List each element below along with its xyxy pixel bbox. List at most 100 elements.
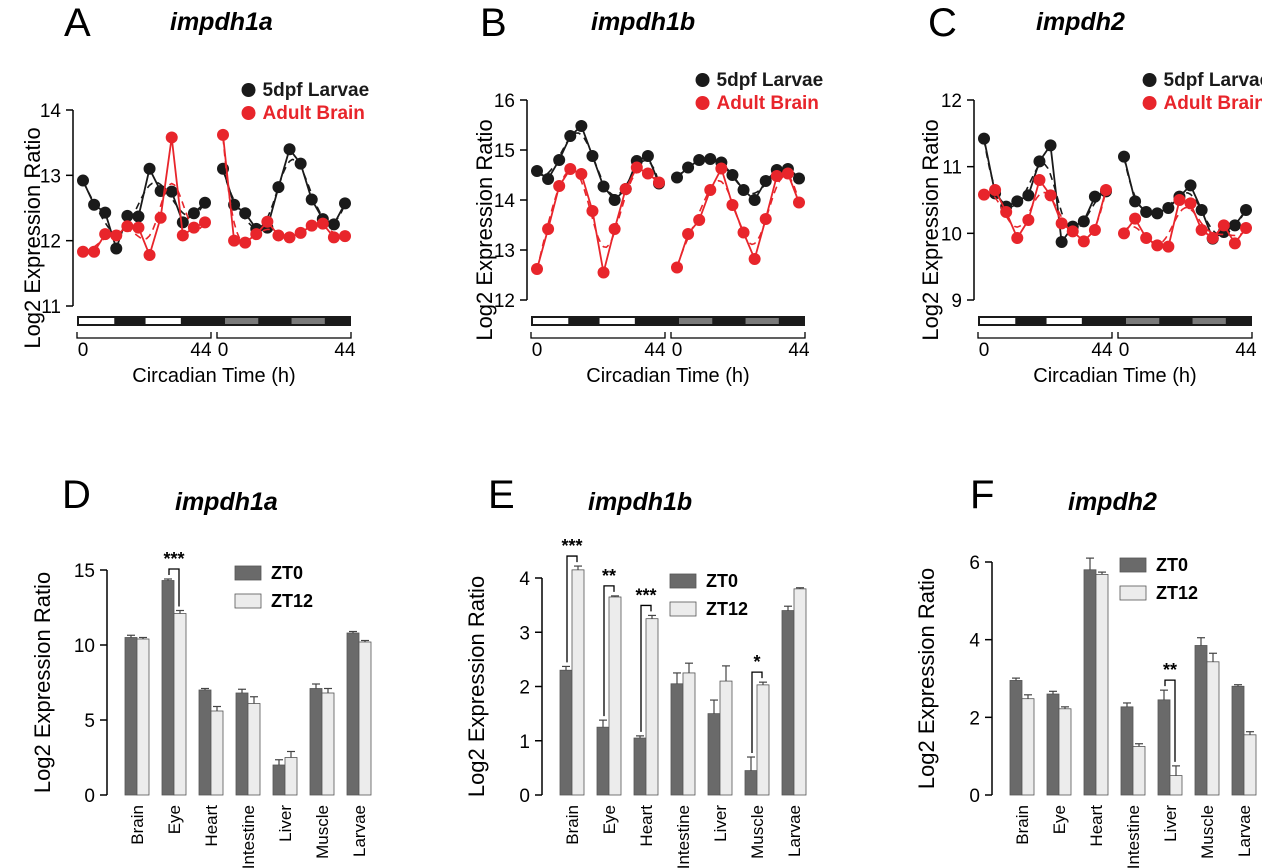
data-point: [1011, 195, 1024, 208]
data-point: [272, 229, 285, 242]
data-point: [199, 196, 211, 209]
category-label: Brain: [128, 805, 147, 845]
data-point: [759, 175, 772, 187]
significance-bracket: [1164, 679, 1176, 762]
x-bracket: [670, 332, 806, 339]
legend-swatch-zt0: [234, 565, 262, 581]
x-axis-label: Circadian Time (h): [1033, 365, 1196, 387]
bar: [124, 637, 138, 796]
bar: [596, 726, 610, 796]
data-point: [228, 234, 241, 247]
data-point: [726, 199, 739, 211]
x-tick-label: 44: [644, 340, 666, 361]
light-phase-block: [1046, 318, 1082, 324]
significance-bracket: [640, 604, 652, 732]
data-point: [737, 184, 750, 196]
panel-letter-d: D: [62, 473, 91, 517]
data-point: [1140, 232, 1153, 244]
data-point: [1140, 206, 1153, 218]
x-bracket: [76, 332, 212, 339]
data-point: [77, 174, 89, 187]
data-point: [671, 261, 683, 274]
bar: [247, 703, 261, 796]
data-point: [564, 163, 577, 175]
category-label: Liver: [276, 805, 295, 842]
y-tick-label: 2: [969, 708, 980, 729]
x-tick-label: 0: [979, 340, 990, 361]
legend-label-zt0: ZT0: [271, 563, 303, 583]
data-point: [187, 207, 200, 220]
legend-label-adult: Adult Brain: [1164, 93, 1262, 114]
legend-marker-larvae: [1142, 73, 1157, 87]
y-tick-label: 2: [519, 678, 530, 699]
data-point: [737, 226, 750, 239]
data-point: [1217, 219, 1230, 232]
data-point: [619, 183, 632, 195]
x-tick-label: 0: [1119, 340, 1130, 361]
data-point: [575, 168, 588, 180]
data-point: [781, 167, 794, 180]
data-point: [1184, 179, 1197, 192]
data-point: [586, 150, 599, 162]
y-axis-label: Log2 Expression Ratio: [472, 119, 497, 340]
data-point: [165, 131, 178, 144]
y-tick-label: 10: [74, 636, 95, 657]
data-point: [1033, 155, 1046, 168]
subjective-day-block: [1192, 318, 1226, 324]
data-point: [1118, 227, 1130, 240]
bar-chart-e: 0 1 2 3 4 Log2 Expression Ratio Brain *** Eye ** H…: [464, 536, 807, 868]
category-label: Heart: [1087, 805, 1106, 847]
y-tick-label: 13: [40, 166, 61, 187]
data-point: [653, 176, 665, 189]
data-point: [339, 230, 351, 243]
data-point: [704, 153, 717, 165]
data-point: [1077, 235, 1090, 248]
data-point: [1228, 237, 1241, 250]
y-tick-label: 14: [494, 191, 516, 212]
x-tick-label: 44: [1235, 340, 1257, 361]
data-point: [715, 162, 728, 175]
data-point: [88, 245, 101, 258]
legend-label-larvae: 5dpf Larvae: [717, 70, 824, 91]
bar: [1132, 746, 1146, 796]
legend-marker-adult: [1142, 96, 1157, 110]
bar: [1046, 693, 1060, 796]
bar: [682, 672, 696, 796]
bar: [309, 688, 323, 796]
y-tick-label: 14: [40, 101, 62, 122]
series-line: [983, 138, 1107, 245]
category-label: Brain: [1013, 805, 1032, 845]
x-tick-label: 0: [672, 340, 683, 361]
panel-title-b: impdh1b: [591, 8, 695, 36]
y-tick-label: 3: [519, 623, 530, 644]
data-point: [305, 219, 318, 232]
panel-letter-a: A: [64, 1, 91, 45]
light-dark-bar: [77, 316, 351, 326]
data-point: [1077, 215, 1090, 228]
data-point: [121, 220, 134, 233]
data-point: [531, 263, 543, 275]
category-label: Larvae: [350, 805, 369, 857]
bar: [346, 632, 360, 796]
data-point: [316, 217, 329, 230]
data-point: [165, 185, 178, 198]
data-point: [641, 167, 654, 180]
legend-marker-adult: [695, 96, 710, 110]
data-point: [1100, 184, 1112, 196]
data-point: [121, 209, 134, 222]
bar: [670, 683, 684, 796]
y-tick-label: 15: [74, 561, 95, 582]
data-point: [217, 128, 229, 141]
y-tick-label: 0: [84, 786, 95, 807]
significance-bracket: [168, 568, 180, 607]
y-tick-label: 13: [494, 241, 515, 262]
panel-letter-c: C: [928, 1, 957, 45]
data-point: [1033, 174, 1046, 186]
bar: [1206, 661, 1220, 796]
data-point: [597, 180, 610, 193]
data-point: [553, 154, 566, 166]
significance-bracket: [751, 671, 763, 754]
data-point: [978, 188, 990, 201]
data-point: [199, 216, 211, 229]
